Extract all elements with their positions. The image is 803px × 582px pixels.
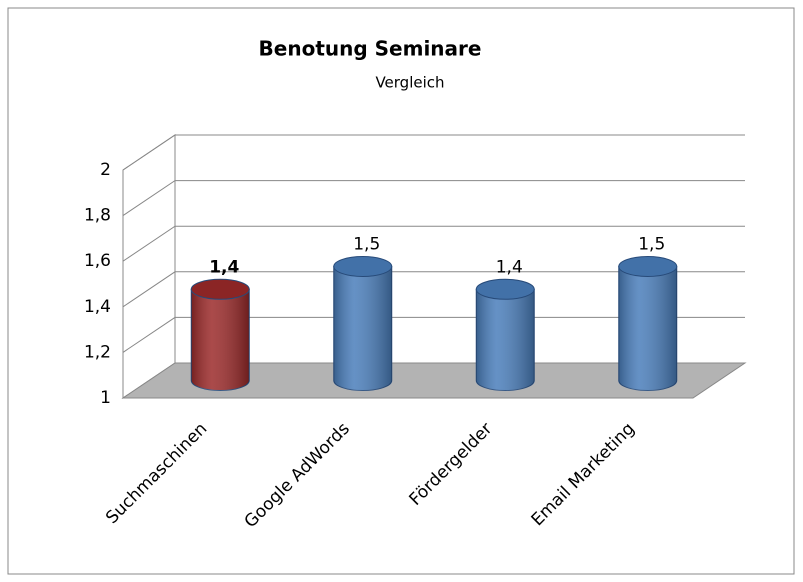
y-tick-label: 1,6 [84,251,111,271]
grid-line [122,180,745,217]
bar-top-shade [618,256,677,277]
value-label: 1,5 [638,235,665,255]
grid-line [122,134,745,171]
bar-top-shade [476,279,535,300]
bar-top [618,256,678,277]
value-label: 1,4 [209,257,239,277]
y-tick-label: 1,8 [84,206,111,226]
bar-top-shade [191,279,250,300]
grid-line [122,316,745,353]
chart-subtitle: Vergleich [375,74,444,92]
value-label: 1,4 [496,257,523,277]
bar-top [190,278,250,300]
floor [121,362,747,399]
y-tick-label: 2 [100,160,111,180]
grid-line [122,225,745,262]
y-tick-label: 1 [100,388,111,408]
chart-title: Benotung Seminare [259,37,482,61]
y-tick-label: 1,4 [84,297,111,317]
bar-shade [476,289,535,391]
y-tick-label: 1,2 [84,342,111,362]
value-label: 1,5 [353,235,380,255]
bar [333,256,393,391]
side-wall [122,134,176,399]
bar-shade [333,266,392,391]
bar [475,278,535,391]
bar [190,278,250,391]
bar-top [333,256,393,277]
grid-line [122,271,745,308]
bar [618,256,678,391]
bar-top [475,278,535,300]
bar-top-shade [333,256,392,277]
bar-shade [191,289,250,391]
bar-shade [618,266,677,391]
